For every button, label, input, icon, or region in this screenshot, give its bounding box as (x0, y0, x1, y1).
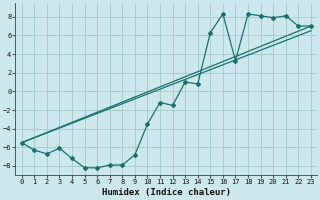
X-axis label: Humidex (Indice chaleur): Humidex (Indice chaleur) (102, 188, 231, 197)
